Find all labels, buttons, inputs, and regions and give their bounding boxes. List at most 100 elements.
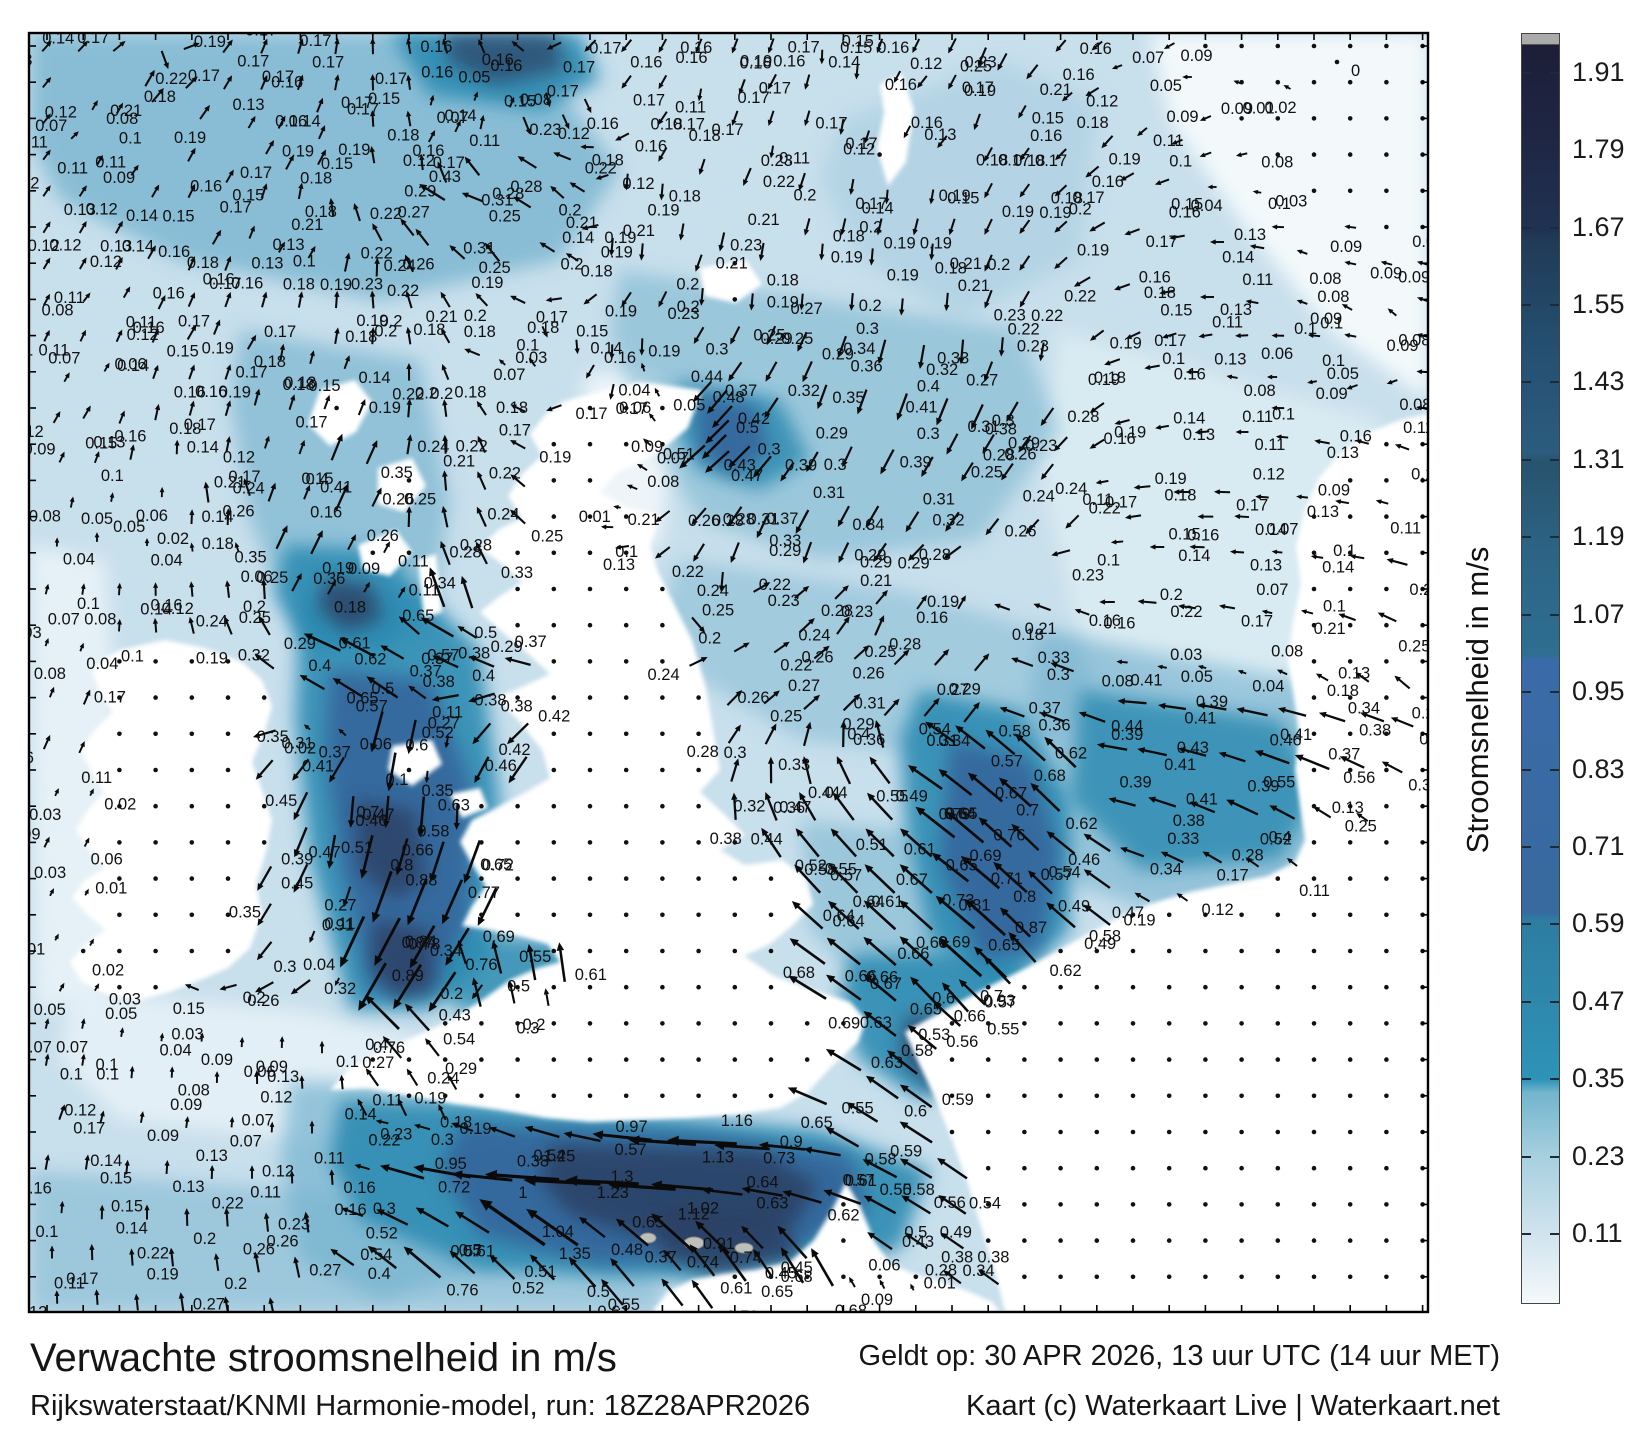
speed-label: 0.16 — [2, 749, 34, 767]
speed-label: 0.2 — [859, 218, 882, 236]
speed-label: 0.57 — [984, 994, 1016, 1012]
speed-label: 0.51 — [663, 445, 695, 463]
speed-label: 0.38 — [941, 1248, 973, 1266]
speed-label: 0.32 — [1419, 731, 1451, 749]
speed-label: 0.17 — [228, 468, 260, 486]
speed-label: 0.54 — [1049, 864, 1081, 882]
speed-label: 0.31 — [481, 191, 513, 209]
speed-label: 0.11 — [1082, 491, 1113, 509]
speed-label: 0.03 — [515, 349, 547, 367]
speed-label: 0.19 — [1109, 150, 1141, 168]
speed-label: 0.68 — [781, 1268, 813, 1286]
speed-label: 0.1 — [1097, 551, 1120, 569]
speed-label: 0.17 — [738, 89, 770, 107]
speed-label: 0.4 — [825, 784, 848, 802]
colorbar-tick-label: 1.79 — [1572, 134, 1625, 165]
speed-label: 0.21 — [958, 277, 990, 295]
speed-label: 0.17 — [77, 29, 109, 47]
speed-label: 0.14 — [1255, 521, 1287, 539]
speed-label: 0.12 — [1086, 93, 1118, 111]
speed-label: 0.09 — [170, 1096, 202, 1114]
speed-label: 0.31 — [968, 418, 1000, 436]
speed-label: 0.12 — [90, 253, 122, 271]
speed-label: 0.7 — [980, 988, 1003, 1006]
speed-label: 1.12 — [678, 1205, 710, 1223]
speed-label: 0.39 — [281, 850, 313, 868]
speed-label: 0.19 — [939, 187, 971, 205]
speed-label: 0.08 — [1398, 332, 1430, 350]
speed-label: 0.53 — [918, 1026, 950, 1044]
speed-label: 0.11 — [779, 150, 810, 168]
speed-label: 0.17 — [1217, 867, 1249, 885]
speed-label: 0.18 — [1013, 152, 1045, 170]
speed-label: 0.68 — [1034, 767, 1066, 785]
speed-label: 0.3 — [373, 1200, 396, 1218]
islet — [734, 1242, 754, 1254]
speed-label: 0.62 — [354, 651, 386, 669]
speed-label: 0.37 — [1029, 700, 1061, 718]
speed-label: 0.07 — [437, 109, 469, 127]
speed-label: 0.07 — [493, 366, 525, 384]
speed-label: 0.02 — [157, 530, 189, 548]
speed-label: 0.1 — [336, 1053, 359, 1071]
speed-label: 0.1 — [119, 129, 142, 147]
speed-label: 0.15 — [1169, 525, 1201, 543]
speed-label: 0.36 — [1038, 717, 1070, 735]
speed-label: 0.2 — [559, 202, 582, 220]
speed-label: 0.14 — [1173, 409, 1205, 427]
speed-label: 0.58 — [804, 861, 836, 879]
speed-label: 0.22 — [1064, 287, 1096, 305]
speed-label: 0.66 — [897, 945, 929, 963]
speed-label: 0.1 — [96, 1066, 119, 1084]
speed-label: 0.66 — [845, 968, 877, 986]
speed-label: 0.19 — [740, 52, 772, 70]
speed-label: 0.18 — [387, 127, 419, 145]
speed-label: 0.04 — [160, 1042, 192, 1060]
colorbar-tick — [1522, 1233, 1531, 1236]
speed-label: 0.52 — [795, 857, 827, 875]
colorbar-tick — [1550, 845, 1559, 848]
speed-label: 0.19 — [605, 302, 637, 320]
speed-label: 0.21 — [716, 255, 748, 273]
speed-label: 0.19 — [414, 1089, 446, 1107]
speed-label: 0.5 — [736, 419, 759, 437]
speed-label: 0.11 — [54, 1274, 85, 1292]
speed-label: 0.09 — [1310, 310, 1342, 328]
speed-label: 0.2 — [1160, 586, 1183, 604]
speed-label: 0.18 — [833, 228, 865, 246]
colorbar-tick — [1522, 923, 1531, 926]
speed-label: 0.34 — [424, 575, 456, 593]
speed-label: 0.16 — [1092, 173, 1124, 191]
speed-label: 0.15 — [947, 190, 979, 208]
speed-label: 0.19 — [887, 266, 919, 284]
speed-label: 0.33 — [769, 532, 801, 550]
speed-label: 0.09 — [1316, 385, 1348, 403]
speed-label: 0.15 — [173, 1000, 205, 1018]
speed-label: 0.17 — [1072, 189, 1104, 207]
speed-label: 0.26 — [243, 1240, 275, 1258]
speed-label: 0.16 — [676, 49, 708, 67]
colorbar-tick-label: 1.19 — [1572, 521, 1625, 552]
speed-label: 0.18 — [1012, 626, 1044, 644]
speed-label: 0.14 — [201, 508, 233, 526]
speed-label: 0.6 — [405, 737, 428, 755]
speed-label: 0.04 — [303, 956, 335, 974]
speed-label: 0.17 — [815, 115, 847, 133]
speed-label: 0.12 — [223, 448, 255, 466]
speed-label: 0.11 — [372, 1091, 403, 1109]
speed-label: 0.63 — [438, 797, 470, 815]
speed-label: 0.29 — [761, 330, 793, 348]
speed-label: 0.28 — [460, 537, 492, 555]
speed-label: 0.2 — [987, 256, 1010, 274]
speed-label: 0.27 — [324, 897, 356, 915]
speed-label: 0.19 — [601, 243, 633, 261]
colorbar-tick — [1550, 768, 1559, 771]
speed-label: 0.65 — [946, 856, 978, 874]
speed-label: 0.31 — [282, 734, 314, 752]
speed-label: 0.13 — [173, 1178, 205, 1196]
speed-label: 0.57 — [356, 698, 388, 716]
speed-label: 0.06 — [360, 735, 392, 753]
speed-label: 0.18 — [920, 16, 952, 34]
speed-label: 0.22 — [759, 576, 791, 594]
speed-label: 0.16 — [885, 76, 917, 94]
